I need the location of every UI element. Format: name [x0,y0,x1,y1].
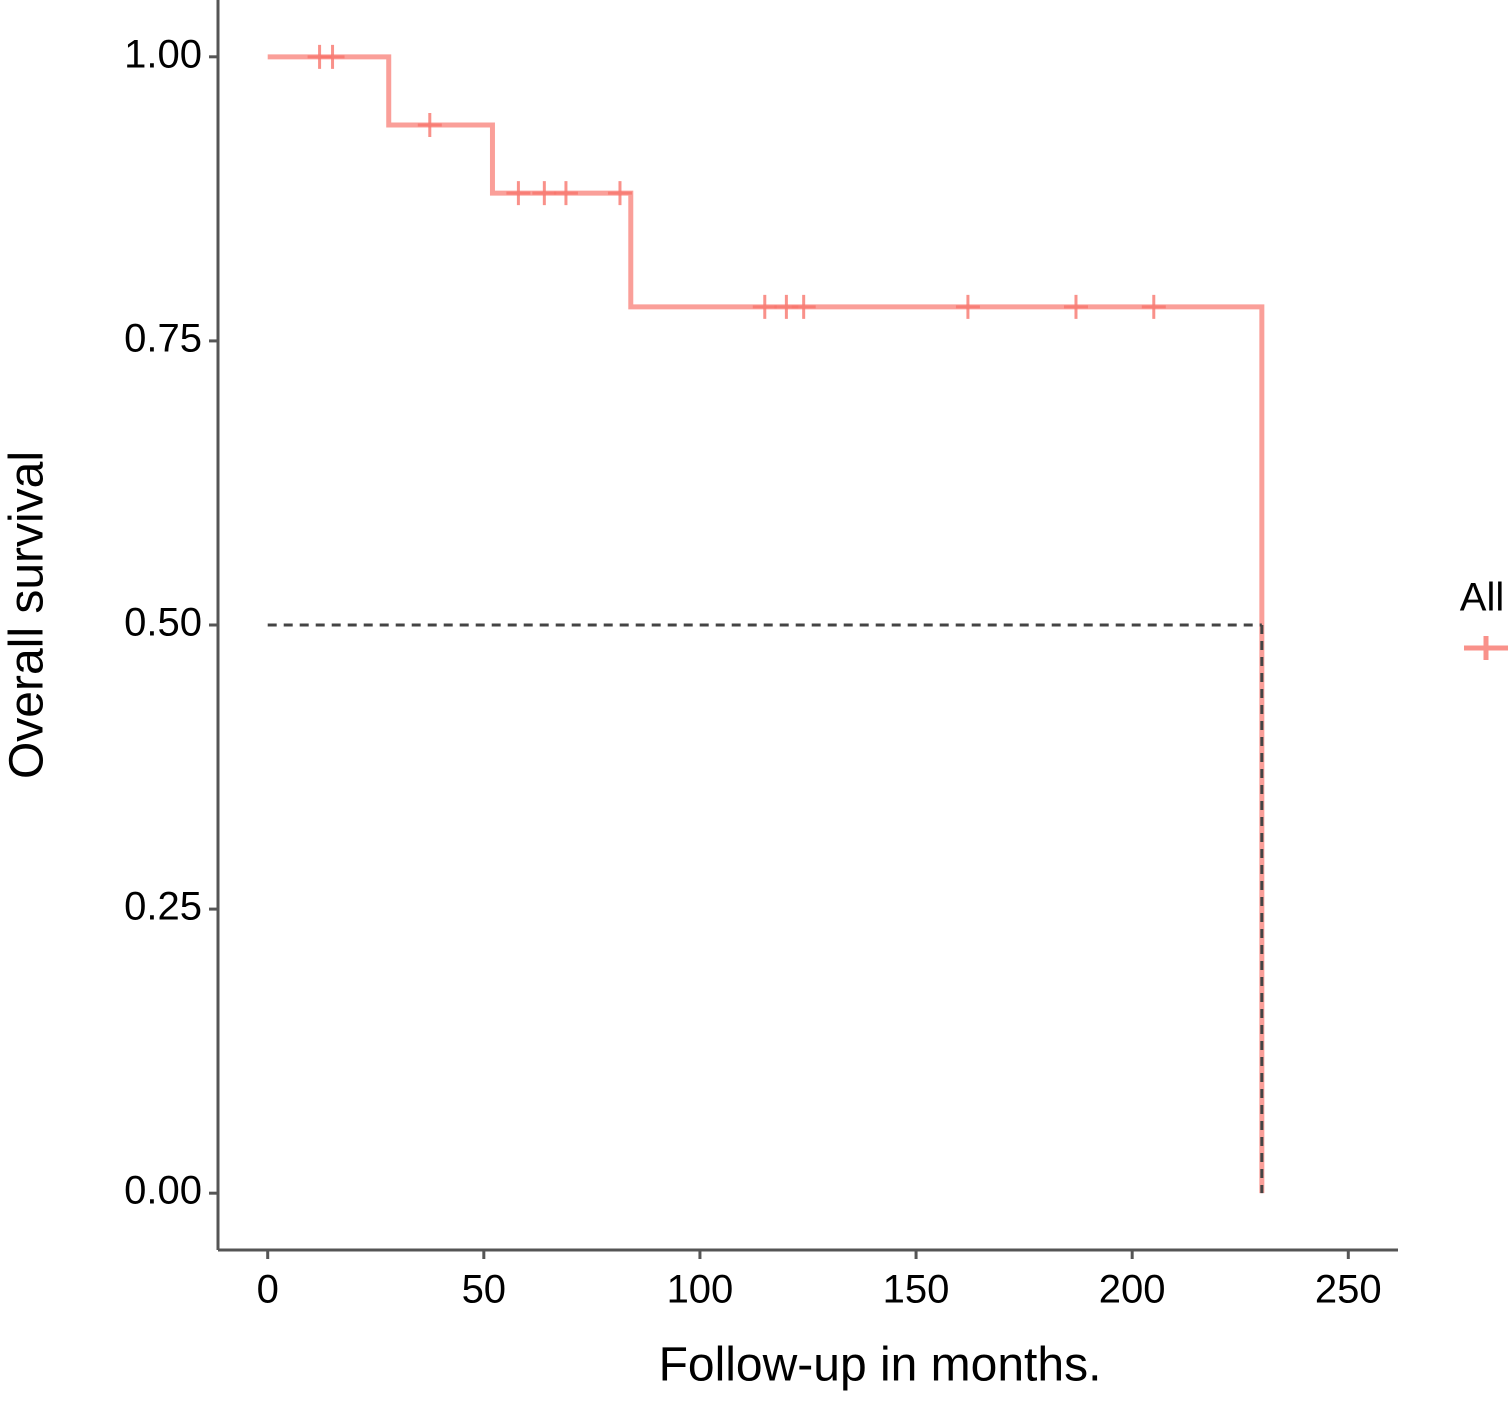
y-tick-label: 1.00 [124,32,202,76]
censor-mark [506,181,531,206]
censor-mark [1063,294,1088,319]
censor-mark [532,181,557,206]
censor-mark [1141,294,1166,319]
censor-mark [417,113,442,137]
x-tick-label: 100 [667,1268,734,1312]
x-tick-label: 200 [1099,1268,1166,1312]
censor-mark [553,181,578,206]
censor-mark [320,44,345,69]
censor-mark [955,294,980,319]
legend-label: All [1460,576,1504,620]
censor-mark [752,294,777,319]
y-tick-label: 0.75 [124,316,202,360]
x-tick-label: 0 [257,1268,279,1312]
y-axis-label: Overall survival [1,451,54,779]
y-tick-label: 0.00 [124,1169,202,1213]
x-tick-label: 250 [1315,1268,1382,1312]
x-axis-label: Follow-up in months. [659,1339,1102,1392]
y-tick-label: 0.50 [124,601,202,645]
y-tick-label: 0.25 [124,885,202,929]
censor-mark [607,181,632,206]
censor-mark [791,294,816,319]
x-tick-label: 150 [883,1268,950,1312]
legend-key [1464,636,1508,660]
survival-curve [267,54,1265,1194]
x-tick-label: 50 [462,1268,507,1312]
